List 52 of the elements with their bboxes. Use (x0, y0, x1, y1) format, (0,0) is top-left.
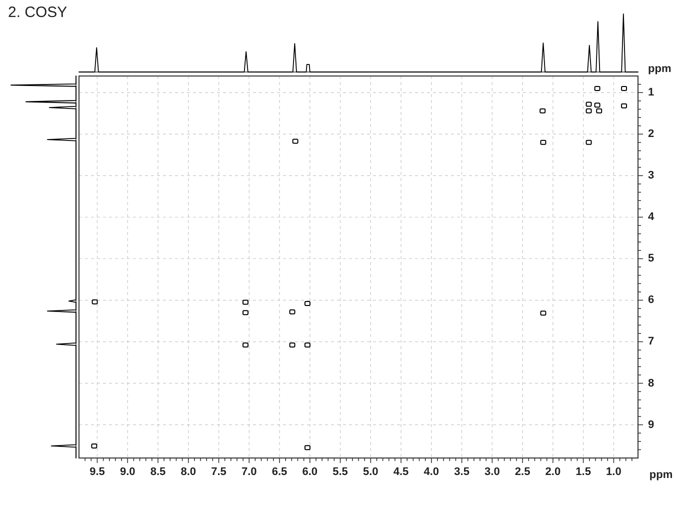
y-tick-label: 8 (648, 377, 654, 390)
x-tick-label: 4.5 (393, 466, 409, 478)
y-tick-label: 4 (648, 211, 655, 224)
point (586, 102, 592, 107)
x-tick-label: 5.0 (363, 466, 378, 478)
point (621, 86, 628, 91)
x-tick-label: 2.5 (514, 466, 530, 478)
x-tick-label: 6.5 (272, 466, 288, 478)
x-tick-label: 3.0 (484, 466, 500, 478)
point (540, 140, 546, 145)
point (586, 108, 592, 114)
y-axis-title: ppm (648, 63, 672, 75)
x-tick-label: 9.0 (120, 466, 136, 478)
point (289, 309, 296, 314)
point (304, 342, 310, 348)
point (92, 299, 98, 304)
point (242, 342, 248, 348)
point (586, 140, 592, 145)
y-tick-label: 9 (648, 418, 654, 431)
y-tick-label: 1 (648, 86, 654, 99)
x-tick-label: 7.5 (211, 466, 226, 478)
x-axis-title: ppm (649, 469, 673, 481)
point (304, 445, 310, 450)
y-tick-label: 7 (648, 336, 654, 348)
y-tick-label: 6 (648, 294, 654, 306)
x-tick-label: 8.0 (180, 466, 196, 478)
y-tick-label: 3 (648, 170, 654, 182)
point (540, 108, 546, 114)
point (594, 86, 600, 91)
point (292, 138, 298, 144)
point (242, 300, 248, 305)
point (242, 310, 248, 316)
y-tick-label: 5 (648, 252, 654, 265)
point (91, 443, 98, 448)
point (540, 310, 546, 316)
x-tick-label: 1.0 (606, 466, 622, 478)
x-tick-label: 9.5 (90, 466, 105, 478)
x-tick-label: 4.0 (424, 466, 440, 478)
x-tick-label: 8.5 (150, 466, 166, 478)
x-tick-label: 6.0 (302, 466, 318, 478)
x-tick-label: 2.0 (545, 466, 561, 478)
x-tick-label: 1.5 (576, 466, 591, 478)
point (304, 301, 310, 306)
point (621, 103, 628, 108)
y-tick-label: 2 (648, 128, 654, 140)
x-tick-label: 3.5 (454, 466, 470, 478)
x-tick-label: 7.0 (241, 466, 257, 478)
x-tick-label: 5.5 (332, 466, 348, 478)
point (594, 102, 600, 108)
point (289, 342, 296, 348)
point (596, 108, 602, 114)
chart-title: 2. COSY (8, 4, 68, 21)
